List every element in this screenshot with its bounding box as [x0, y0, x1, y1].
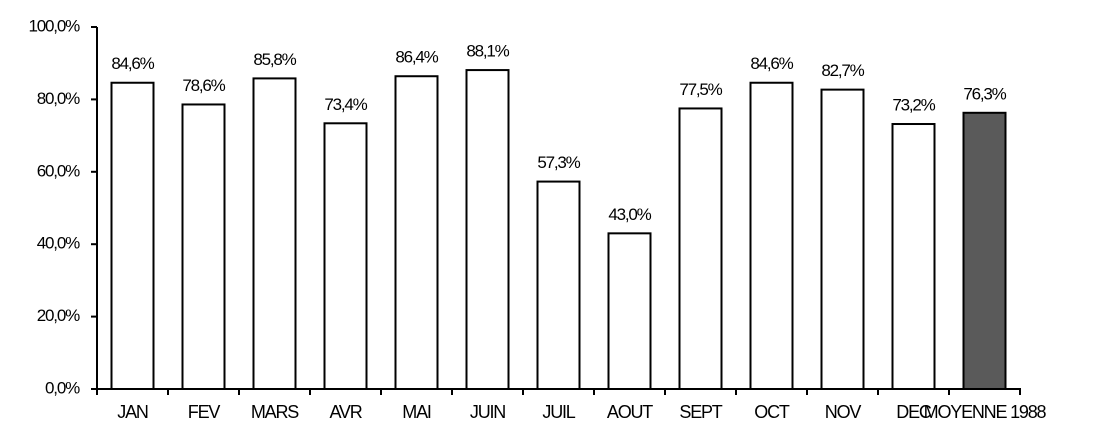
bar [820, 88, 865, 390]
bar [181, 103, 226, 391]
value-label: 85,8% [253, 50, 296, 69]
x-tick-label: JUIL [542, 402, 575, 422]
bar [394, 75, 439, 391]
bar [110, 81, 155, 391]
bar [252, 77, 297, 391]
value-label: 86,4% [395, 48, 438, 67]
y-tick-label: 0,0% [45, 378, 80, 397]
value-label: 84,6% [111, 54, 154, 73]
value-label: 84,6% [750, 54, 793, 73]
bar [465, 69, 510, 390]
bar [891, 123, 936, 391]
x-tick-label: NOV [825, 402, 862, 422]
value-label: 73,2% [892, 96, 935, 115]
y-tick-label: 100,0% [29, 16, 81, 35]
x-tick-label: AVR [329, 402, 362, 422]
x-tick-label: MAI [402, 402, 431, 422]
x-tick-label: FEV [188, 402, 221, 422]
value-label: 57,3% [537, 153, 580, 172]
value-label: 88,1% [466, 42, 509, 61]
y-tick-label: 40,0% [37, 234, 80, 253]
bar [962, 111, 1007, 390]
value-label: 77,5% [679, 80, 722, 99]
bar [323, 122, 368, 391]
x-tick-label: MARS [251, 402, 299, 422]
x-tick-label: MOYENNE 1988 [924, 402, 1047, 422]
y-tick-label: 20,0% [37, 306, 80, 325]
value-label: 73,4% [324, 95, 367, 114]
y-tick-label: 80,0% [37, 89, 80, 108]
bar [607, 232, 652, 390]
x-tick-label: SEPT [679, 402, 722, 422]
value-label: 76,3% [963, 84, 1006, 103]
x-tick-label: OCT [754, 402, 790, 422]
bar [678, 107, 723, 390]
bar [749, 81, 794, 391]
x-tick-label: AOUT [607, 402, 653, 422]
value-label: 82,7% [821, 61, 864, 80]
value-label: 43,0% [608, 205, 651, 224]
bar [536, 180, 581, 390]
value-label: 78,6% [182, 76, 225, 95]
x-tick-label: JAN [117, 402, 148, 422]
x-tick-label: JUIN [470, 402, 505, 422]
x-tick-label: DEC [896, 402, 932, 422]
y-tick-label: 60,0% [37, 161, 80, 180]
